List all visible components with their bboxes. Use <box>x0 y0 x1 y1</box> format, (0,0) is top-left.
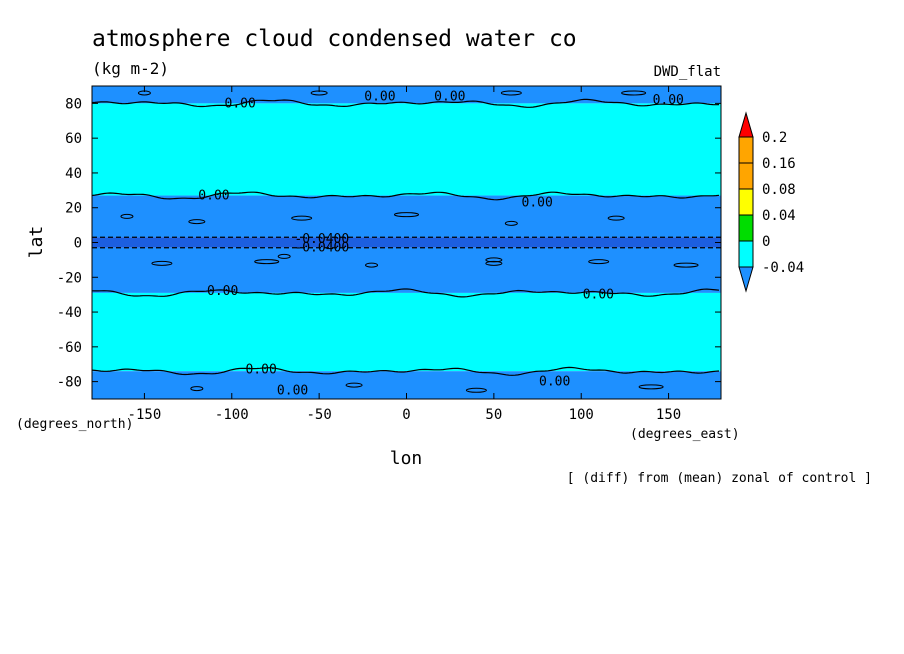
colorbar-label-2: 0.04 <box>762 208 796 224</box>
contour-label-1: 0.00 <box>364 89 395 104</box>
band-4 <box>92 247 721 293</box>
contour-label-2: 0.00 <box>434 89 465 104</box>
contour-blob-10 <box>588 259 610 265</box>
x-tick-label-3: 0 <box>402 407 410 423</box>
contour-label-9: 0.00 <box>583 288 614 303</box>
contour-south-subtropic <box>91 288 720 298</box>
y-tick-label-5: 20 <box>65 201 82 217</box>
contour-blob-15 <box>621 90 647 96</box>
colorbar-label-4: 0.16 <box>762 156 796 172</box>
band-0 <box>92 86 721 104</box>
contour-blob-20 <box>277 253 291 259</box>
contour-label-7: -0.0400 <box>294 241 349 256</box>
chart-subtitle: [ (diff) from (mean) zonal of control ] <box>567 471 872 486</box>
colorbar-segment-3 <box>738 162 754 190</box>
chart-title: atmosphere cloud condensed water co <box>92 26 577 52</box>
y-axis: -80 -60 -40 -20 0 20 40 60 80 <box>57 96 721 391</box>
contour-label-6: -0.0400 <box>294 232 349 247</box>
contour-label-4: 0.00 <box>198 189 229 204</box>
colorbar-segment-1 <box>738 214 754 242</box>
colorbar-label-5: 0.2 <box>762 130 787 146</box>
contour-blob-16 <box>190 386 204 392</box>
contour-blob-17 <box>345 382 363 388</box>
y-tick-label-3: -20 <box>57 270 82 286</box>
contour-blob-8 <box>365 262 379 268</box>
colorbar-label-0: -0.04 <box>762 260 804 276</box>
contour-label-8: 0.00 <box>207 284 238 299</box>
colorbar-segment-0 <box>738 240 754 268</box>
contour-north-polar <box>91 98 720 108</box>
x-axis-units: (degrees_east) <box>630 427 740 442</box>
x-tick-label-4: 50 <box>485 407 502 423</box>
contour-label-10: 0.00 <box>245 362 276 377</box>
colorbar-under-triangle <box>738 266 754 293</box>
y-tick-label-8: 80 <box>65 96 82 112</box>
chart-units: (kg m-2) <box>92 59 169 78</box>
contour-label-11: 0.00 <box>539 375 570 390</box>
y-axis-label: lat <box>26 226 47 259</box>
y-axis-units: (degrees_north) <box>16 417 133 432</box>
y-tick-label-1: -60 <box>57 340 82 356</box>
x-axis-label: lon <box>390 448 423 469</box>
x-tick-label-2: -50 <box>306 407 331 423</box>
contour-blob-5 <box>607 215 625 221</box>
band-3 <box>92 237 721 248</box>
y-tick-label-2: -40 <box>57 305 82 321</box>
y-tick-label-4: 0 <box>74 236 82 252</box>
contour-blob-14 <box>500 90 522 96</box>
contour-blob-2 <box>291 215 313 221</box>
contour-blob-9 <box>485 260 503 266</box>
x-tick-label-5: 100 <box>569 407 594 423</box>
colorbar-segment-4 <box>738 136 754 164</box>
model-label: DWD_flat <box>654 64 721 80</box>
colorbar-segment-2 <box>738 188 754 216</box>
colorbar-label-1: 0 <box>762 234 770 250</box>
contour-blob-18 <box>465 387 487 393</box>
contour-blob-6 <box>151 260 173 266</box>
band-5 <box>92 292 721 372</box>
contour-label-5: 0.00 <box>522 196 553 211</box>
contour-blob-21 <box>485 257 503 263</box>
y-tick-label-7: 60 <box>65 131 82 147</box>
y-tick-label-6: 40 <box>65 166 82 182</box>
y-tick-label-0: -80 <box>57 375 82 391</box>
contour-blob-19 <box>638 384 664 390</box>
colorbar-over-triangle <box>738 111 754 138</box>
colorbar: -0.04 0 0.04 0.08 0.16 0.2 <box>738 111 804 293</box>
contour-label-12: 0.00 <box>277 383 308 398</box>
contour-blob-11 <box>673 262 699 268</box>
contour-blob-7 <box>254 259 280 265</box>
x-axis: -150 -100 -50 0 50 100 150 <box>128 86 681 423</box>
contour-blob-4 <box>504 220 518 226</box>
band-1 <box>92 103 721 196</box>
contour-blob-3 <box>394 212 419 218</box>
colorbar-label-3: 0.08 <box>762 182 796 198</box>
x-tick-label-0: -150 <box>128 407 162 423</box>
x-tick-label-1: -100 <box>215 407 249 423</box>
contour-label-3: 0.00 <box>653 93 684 108</box>
contour-north-subtropic <box>91 191 720 201</box>
x-tick-label-6: 150 <box>656 407 681 423</box>
contour-blob-1 <box>188 219 206 225</box>
contour-blob-0 <box>120 213 134 219</box>
contour-south-polar <box>91 366 720 376</box>
contour-label-0: 0.00 <box>225 96 256 111</box>
plot-area: 0.00 0.00 0.00 0.000.00 0.00-0.0400-0.04000.… <box>91 85 722 400</box>
